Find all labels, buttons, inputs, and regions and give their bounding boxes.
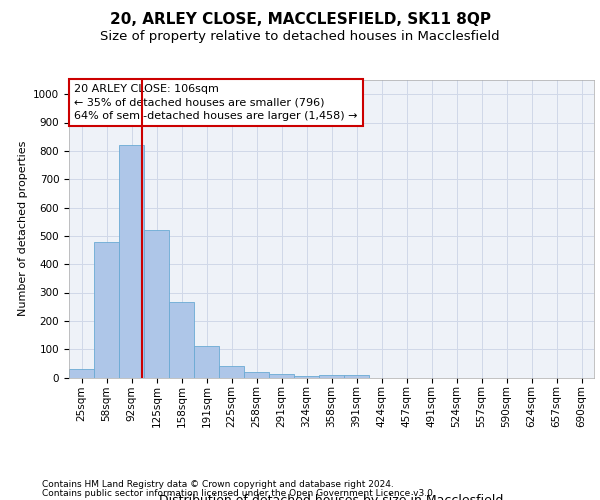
- Y-axis label: Number of detached properties: Number of detached properties: [17, 141, 28, 316]
- Bar: [69, 369, 94, 378]
- Text: Contains HM Land Registry data © Crown copyright and database right 2024.: Contains HM Land Registry data © Crown c…: [42, 480, 394, 489]
- Bar: [94, 242, 119, 378]
- Bar: [119, 145, 144, 378]
- Text: 20, ARLEY CLOSE, MACCLESFIELD, SK11 8QP: 20, ARLEY CLOSE, MACCLESFIELD, SK11 8QP: [110, 12, 491, 28]
- Text: 20 ARLEY CLOSE: 106sqm
← 35% of detached houses are smaller (796)
64% of semi-de: 20 ARLEY CLOSE: 106sqm ← 35% of detached…: [74, 84, 358, 121]
- Bar: [144, 230, 169, 378]
- Text: Size of property relative to detached houses in Macclesfield: Size of property relative to detached ho…: [100, 30, 500, 43]
- Bar: [244, 372, 269, 378]
- Bar: [169, 302, 194, 378]
- Text: Contains public sector information licensed under the Open Government Licence v3: Contains public sector information licen…: [42, 489, 436, 498]
- Bar: [294, 376, 319, 378]
- Bar: [194, 346, 219, 378]
- Bar: [269, 374, 294, 378]
- X-axis label: Distribution of detached houses by size in Macclesfield: Distribution of detached houses by size …: [160, 494, 503, 500]
- Bar: [319, 374, 344, 378]
- Bar: [219, 366, 244, 378]
- Bar: [344, 374, 369, 378]
